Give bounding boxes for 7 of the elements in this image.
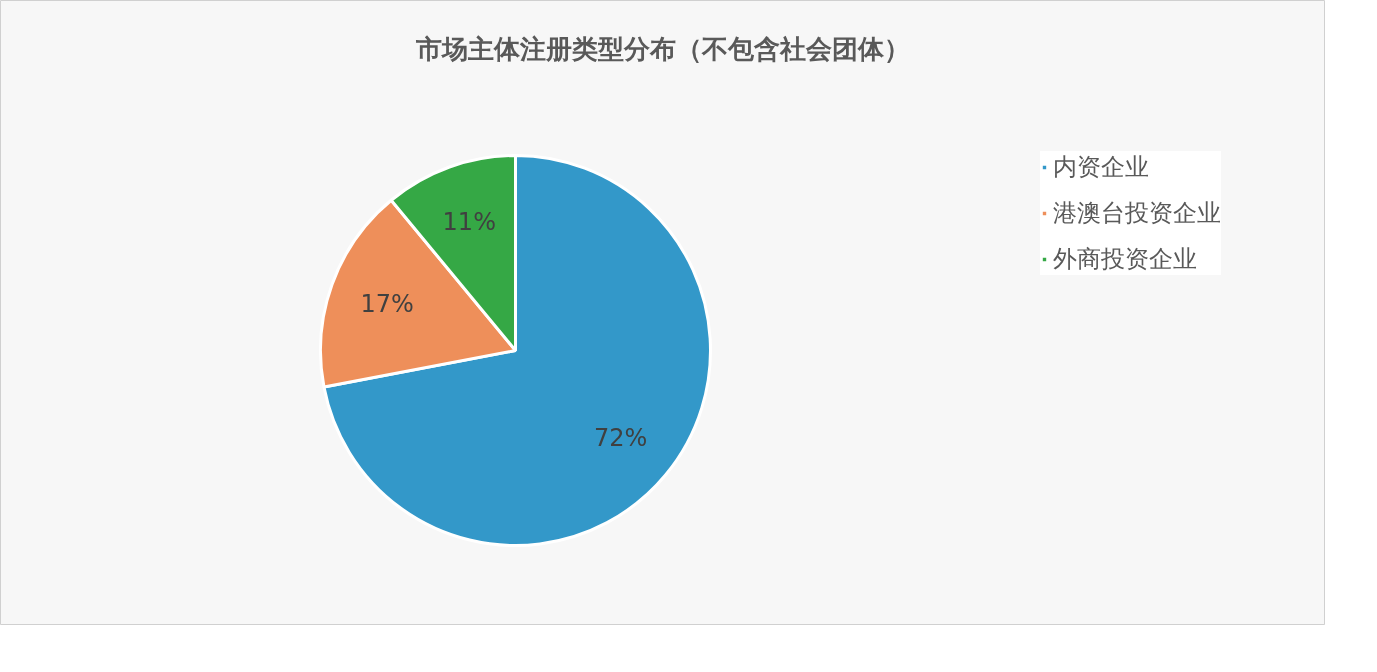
data-label: 17% <box>360 290 414 319</box>
legend-label: 外商投资企业 <box>1053 244 1197 275</box>
legend-label: 港澳台投资企业 <box>1053 198 1221 229</box>
chart-title: 市场主体注册类型分布（不包含社会团体） <box>415 33 910 64</box>
data-label: 11% <box>442 208 496 237</box>
legend-label: 内资企业 <box>1053 152 1149 183</box>
data-label: 72% <box>594 423 648 452</box>
